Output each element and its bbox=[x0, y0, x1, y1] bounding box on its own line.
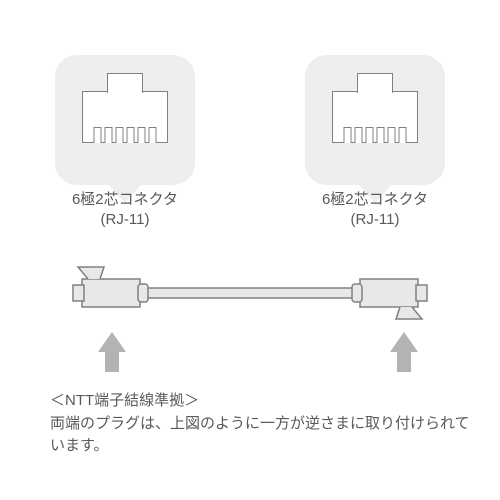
up-arrow-left-stem bbox=[105, 350, 119, 372]
connector-pins-left bbox=[94, 127, 157, 143]
label-left-line2: (RJ-11) bbox=[45, 210, 205, 230]
caption: ＜NTT端子結線準拠＞ 両端のプラグは、上図のように一方が逆さまに取り付けられて… bbox=[50, 390, 470, 458]
caption-row2: 両端のプラグは、上図のように一方が逆さまに取り付けられています。 bbox=[50, 413, 470, 458]
label-left-line1: 6極2芯コネクタ bbox=[45, 190, 205, 210]
connector-icon-right bbox=[332, 73, 418, 143]
up-arrow-left-icon bbox=[98, 332, 126, 352]
label-right-line1: 6極2芯コネクタ bbox=[295, 190, 455, 210]
callout-left bbox=[55, 55, 195, 185]
cable-stage bbox=[0, 255, 500, 325]
up-arrow-right-icon bbox=[390, 332, 418, 352]
up-arrow-right-stem bbox=[397, 350, 411, 372]
label-right: 6極2芯コネクタ (RJ-11) bbox=[295, 190, 455, 231]
label-right-line2: (RJ-11) bbox=[295, 210, 455, 230]
connector-pins-right bbox=[344, 127, 407, 143]
diagram-stage: 6極2芯コネクタ (RJ-11) 6極2芯コネクタ (RJ-11) bbox=[0, 0, 500, 500]
cable-svg bbox=[0, 255, 500, 335]
label-left: 6極2芯コネクタ (RJ-11) bbox=[45, 190, 205, 231]
callout-right bbox=[305, 55, 445, 185]
caption-row1: ＜NTT端子結線準拠＞ bbox=[50, 390, 470, 413]
connector-icon-left bbox=[82, 73, 168, 143]
